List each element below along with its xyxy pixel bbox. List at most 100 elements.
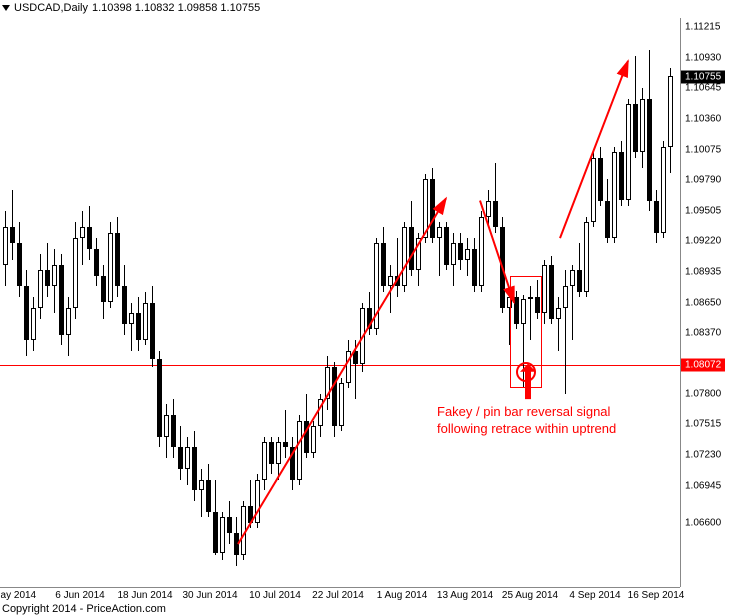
candle-body xyxy=(192,447,197,490)
candle-body xyxy=(241,506,246,554)
candle-body xyxy=(101,276,106,303)
candle-body xyxy=(626,104,631,201)
y-tick-label: 1.06945 xyxy=(685,480,721,491)
candle-body xyxy=(332,367,337,426)
candle-body xyxy=(542,265,547,313)
support-line xyxy=(0,365,680,366)
candle-body xyxy=(10,227,15,243)
candle-body xyxy=(220,517,225,552)
candle-body xyxy=(227,517,232,533)
candle-body xyxy=(661,147,666,233)
y-tick-label: 1.10360 xyxy=(685,113,721,124)
candle-wick xyxy=(397,238,398,297)
candle-body xyxy=(416,238,421,270)
candle-body xyxy=(430,179,435,238)
candle-body xyxy=(451,243,456,264)
y-tick-label: 1.09220 xyxy=(685,236,721,247)
candle-body xyxy=(136,313,141,340)
candle-body xyxy=(24,286,29,340)
level-price-box: 1.08072 xyxy=(681,358,725,371)
candle-body xyxy=(458,243,463,259)
candle-body xyxy=(262,442,267,480)
candle-body xyxy=(157,359,162,436)
candle-body xyxy=(353,351,358,364)
y-tick-label: 1.06600 xyxy=(685,517,721,528)
candle-body xyxy=(647,99,652,201)
candle-wick xyxy=(12,190,13,260)
candle-body xyxy=(598,158,603,201)
x-tick-label: 30 Jun 2014 xyxy=(182,590,237,601)
candle-body xyxy=(108,233,113,303)
candle-wick xyxy=(131,303,132,351)
candle-wick xyxy=(390,265,391,313)
candle-body xyxy=(395,276,400,287)
candle-body xyxy=(171,415,176,447)
candle-body xyxy=(66,308,71,335)
candle-body xyxy=(493,201,498,228)
candle-body xyxy=(87,227,92,248)
candle-wick xyxy=(558,297,559,351)
y-tick-label: 1.07515 xyxy=(685,419,721,430)
candle-body xyxy=(290,447,295,479)
candle-body xyxy=(633,104,638,152)
candle-body xyxy=(80,227,85,238)
candle-body xyxy=(465,249,470,260)
chart-area[interactable]: Fakey / pin bar reversal signalfollowing… xyxy=(0,18,680,587)
candle-body xyxy=(276,442,281,463)
candle-body xyxy=(668,76,673,147)
x-tick-label: 10 Jul 2014 xyxy=(249,590,301,601)
candle-body xyxy=(73,238,78,308)
candle-body xyxy=(472,249,477,287)
y-tick-label: 1.07800 xyxy=(685,388,721,399)
candle-body xyxy=(269,442,274,463)
arrows-layer xyxy=(0,18,680,587)
candle-body xyxy=(619,152,624,200)
candle-body xyxy=(388,276,393,287)
x-tick-label: 25 Aug 2014 xyxy=(502,590,558,601)
y-tick-label: 1.08370 xyxy=(685,327,721,338)
candle-body xyxy=(129,313,134,324)
x-tick-label: 7 May 2014 xyxy=(0,590,36,601)
candle-body xyxy=(346,351,351,383)
candle-body xyxy=(45,270,50,286)
candle-body xyxy=(38,270,43,308)
candle-body xyxy=(248,506,253,522)
candle-body xyxy=(486,201,491,217)
candle-body xyxy=(479,217,484,287)
candle-body xyxy=(164,415,169,436)
candle-body xyxy=(325,367,330,399)
y-tick-label: 1.10075 xyxy=(685,144,721,155)
candle-body xyxy=(367,308,372,329)
candle-wick xyxy=(201,469,202,517)
candle-body xyxy=(605,201,610,239)
candle-body xyxy=(584,222,589,292)
x-tick-label: 6 Jun 2014 xyxy=(55,590,105,601)
x-tick-label: 1 Aug 2014 xyxy=(377,590,428,601)
candle-body xyxy=(444,227,449,265)
y-tick-label: 1.08650 xyxy=(685,297,721,308)
chart-header: USDCAD,Daily 1.10398 1.10832 1.09858 1.1… xyxy=(2,2,260,14)
candle-body xyxy=(31,308,36,340)
y-tick-label: 1.08935 xyxy=(685,266,721,277)
y-tick-label: 1.11215 xyxy=(685,22,720,33)
candle-body xyxy=(304,421,309,453)
candle-wick xyxy=(285,410,286,458)
candle-body xyxy=(17,243,22,286)
candle-body xyxy=(143,303,148,341)
candle-body xyxy=(640,99,645,153)
candle-body xyxy=(654,201,659,233)
candle-body xyxy=(437,227,442,238)
candle-body xyxy=(115,233,120,287)
symbol-label: USDCAD,Daily xyxy=(14,2,88,14)
candle-body xyxy=(206,480,211,512)
dropdown-icon[interactable] xyxy=(2,5,10,11)
x-tick-label: 22 Jul 2014 xyxy=(312,590,364,601)
candle-body xyxy=(3,227,8,265)
candle-body xyxy=(374,243,379,329)
candle-body xyxy=(94,249,99,276)
candle-body xyxy=(59,265,64,335)
candle-body xyxy=(360,308,365,364)
candle-body xyxy=(409,227,414,270)
current-price-box: 1.10755 xyxy=(681,70,725,83)
candle-body xyxy=(381,243,386,286)
